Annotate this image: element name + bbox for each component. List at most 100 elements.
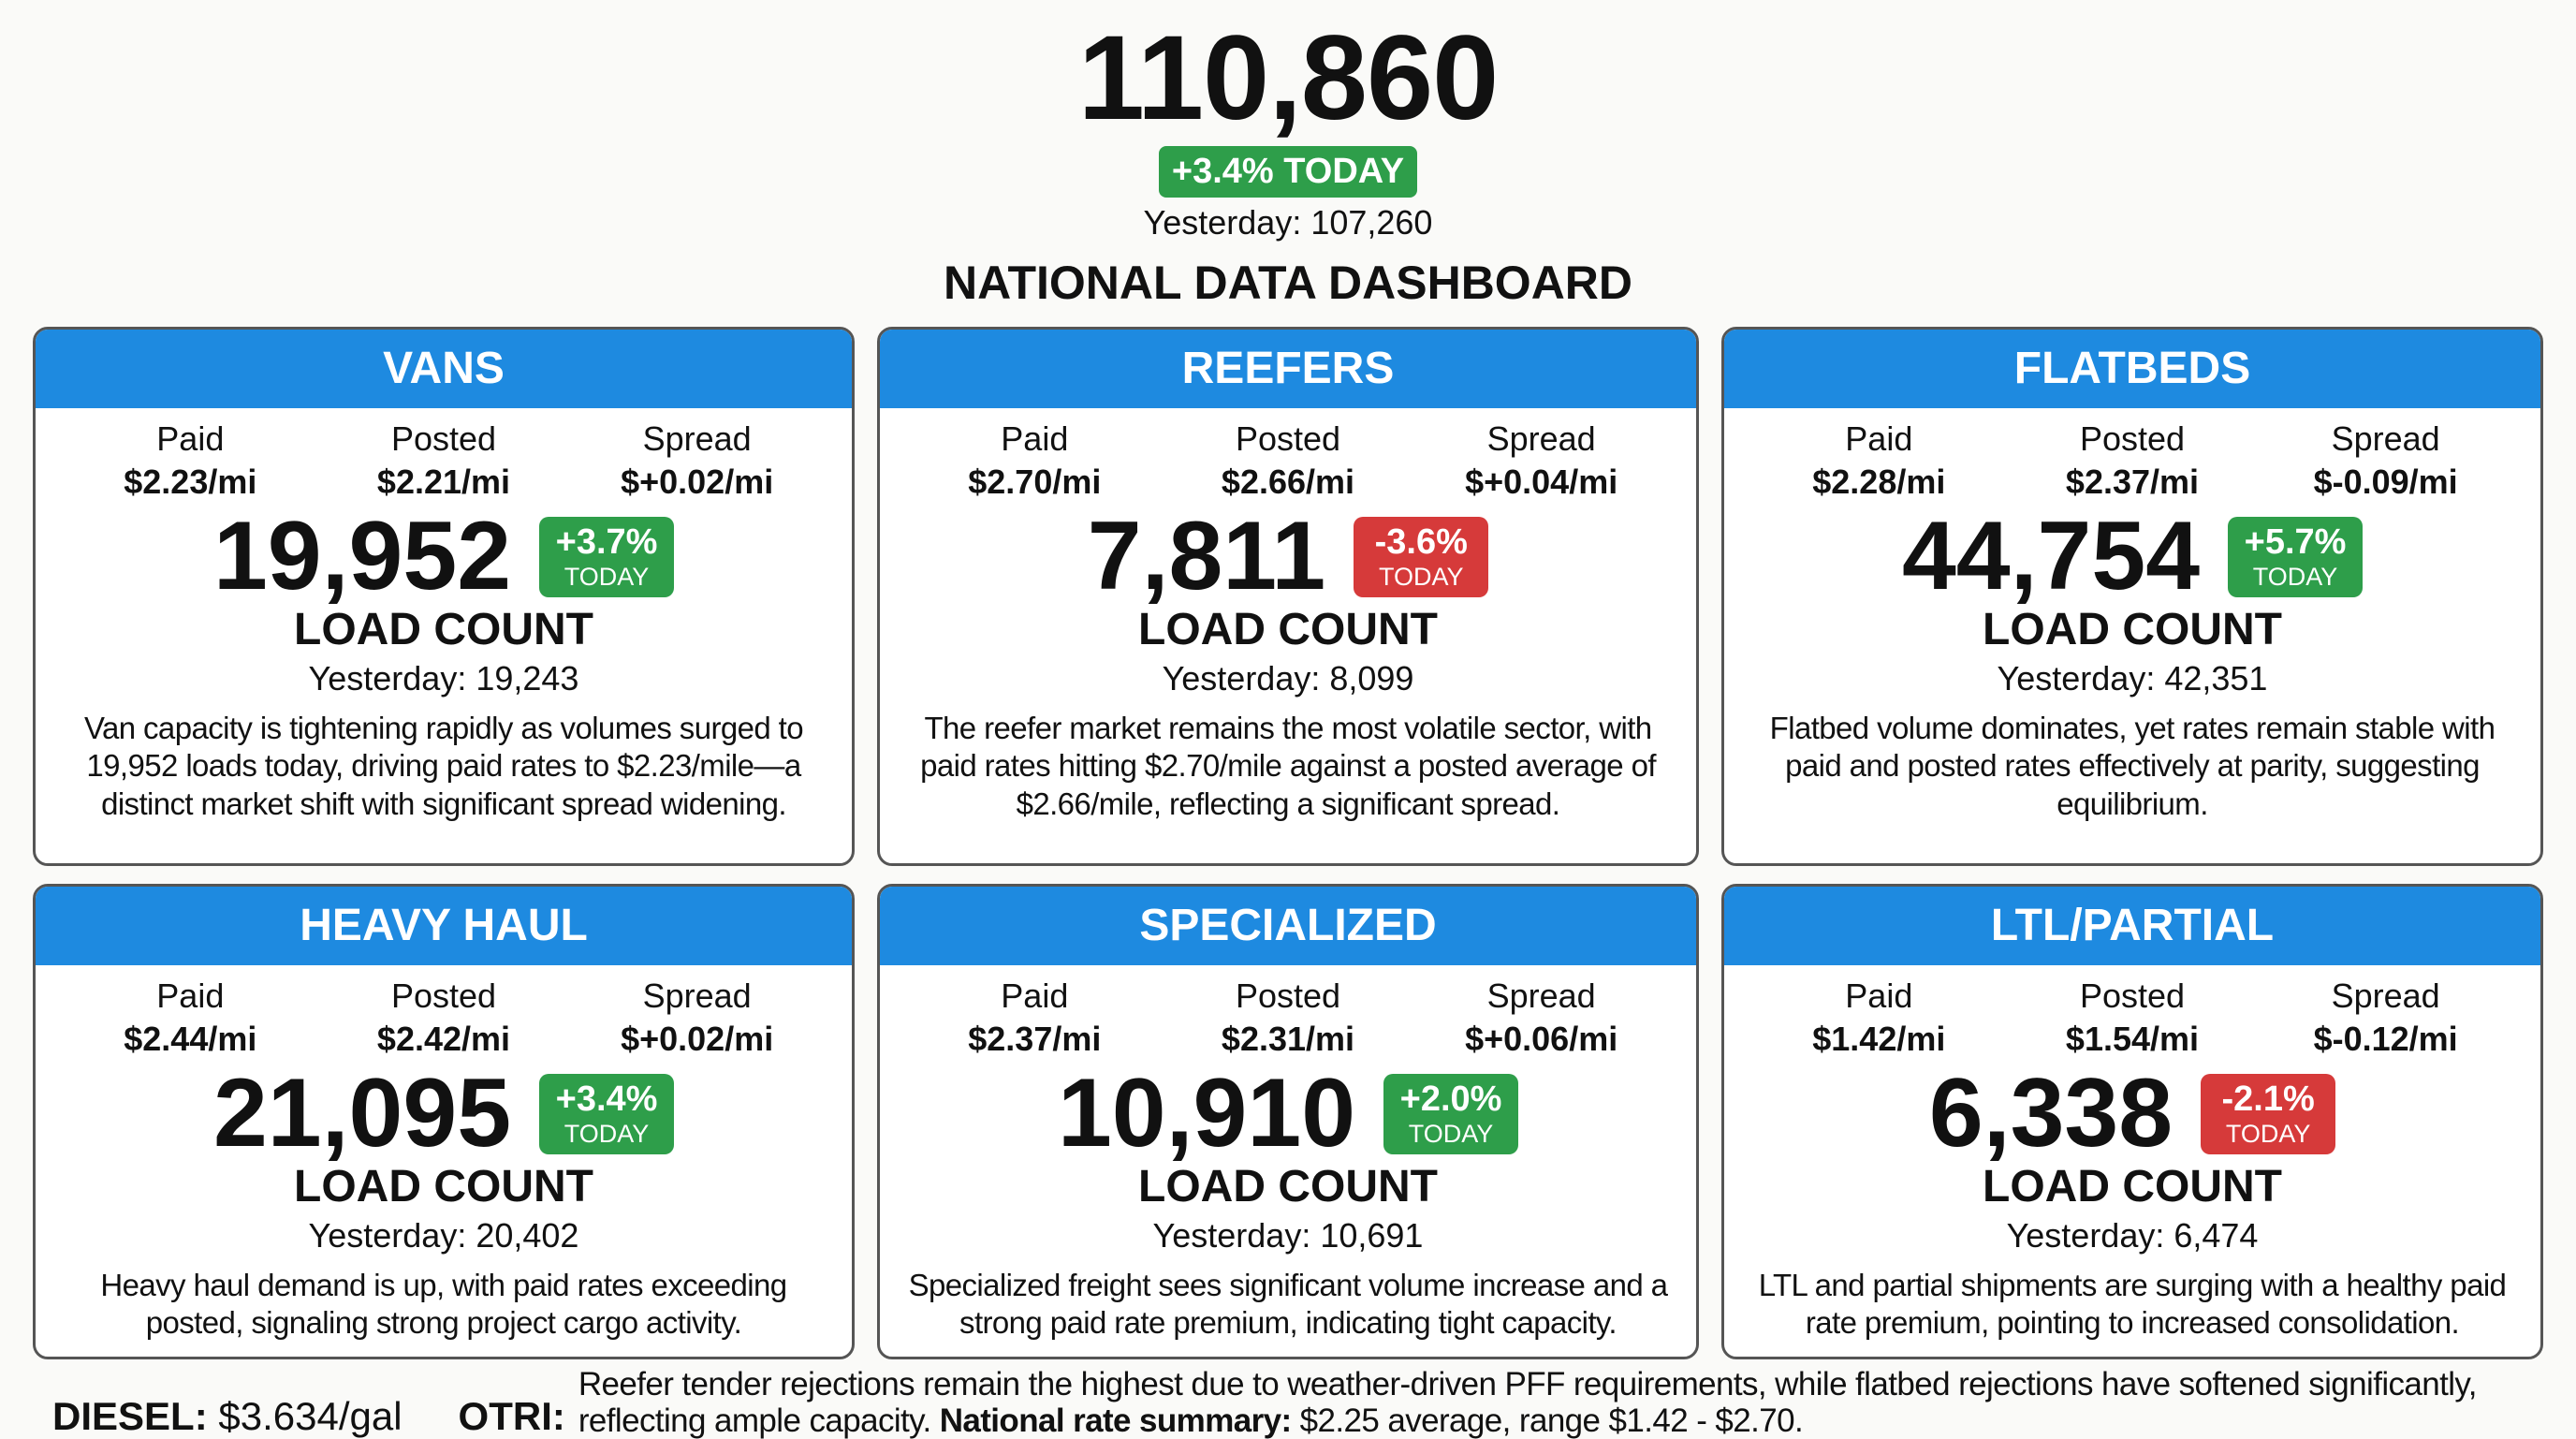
card-title: LTL/PARTIAL bbox=[1724, 887, 2540, 965]
note: Specialized freight sees significant vol… bbox=[908, 1268, 1668, 1341]
rate-label: Posted bbox=[1235, 976, 1341, 1015]
note: The reefer market remains the most volat… bbox=[920, 711, 1656, 821]
rate-label: Paid bbox=[156, 976, 225, 1015]
load-count: 19,952 bbox=[212, 502, 512, 610]
yesterday: Yesterday: 20,402 bbox=[308, 1216, 579, 1255]
yesterday: Yesterday: 10,691 bbox=[1152, 1216, 1424, 1255]
rate-value: $2.70/mi bbox=[968, 463, 1102, 501]
change-value: +2.0% bbox=[1399, 1079, 1502, 1119]
rate-posted: Posted $2.42/mi bbox=[329, 976, 558, 1059]
rate-value: $-0.12/mi bbox=[2313, 1020, 2458, 1058]
rate-spread: Spread $+0.06/mi bbox=[1427, 976, 1656, 1059]
count-row: 21,095 +3.4% TODAY bbox=[36, 1059, 852, 1167]
rate-posted: Posted $1.54/mi bbox=[2018, 976, 2247, 1059]
change-value: +3.7% bbox=[555, 521, 658, 562]
change-sub: TODAY bbox=[1378, 562, 1464, 591]
rate-label: Spread bbox=[1486, 976, 1596, 1015]
load-count: 7,811 bbox=[1087, 502, 1326, 610]
diesel: DIESEL: $3.634/gal bbox=[52, 1394, 402, 1439]
change-badge: +2.0% TODAY bbox=[1383, 1073, 1519, 1154]
change-value: +5.7% bbox=[2244, 521, 2347, 562]
load-count: 44,754 bbox=[1901, 502, 2201, 610]
card: SPECIALIZED Paid $2.37/mi Posted $2.31/mi Spr… bbox=[877, 884, 1699, 1359]
change-value: -3.6% bbox=[1374, 521, 1468, 562]
load-count: 21,095 bbox=[212, 1059, 512, 1167]
rate-posted: Posted $2.21/mi bbox=[329, 419, 558, 502]
count-row: 7,811 -3.6% TODAY bbox=[880, 502, 1696, 610]
rate-posted: Posted $2.37/mi bbox=[2018, 419, 2247, 502]
count-label: LOAD COUNT bbox=[294, 605, 593, 655]
change-badge: +3.7% TODAY bbox=[539, 516, 675, 597]
change-badge: +5.7% TODAY bbox=[2228, 516, 2364, 597]
otri-label: OTRI: bbox=[458, 1394, 565, 1438]
rate-posted: Posted $2.66/mi bbox=[1174, 419, 1402, 502]
rate-spread: Spread $+0.04/mi bbox=[1427, 419, 1656, 502]
rate-paid: Paid $2.70/mi bbox=[921, 419, 1149, 502]
rate-value: $2.28/mi bbox=[1812, 463, 1946, 501]
count-row: 10,910 +2.0% TODAY bbox=[880, 1059, 1696, 1167]
load-count: 6,338 bbox=[1928, 1059, 2174, 1167]
rate-value: $+0.02/mi bbox=[621, 1020, 774, 1058]
rate-paid: Paid $2.28/mi bbox=[1765, 419, 1994, 502]
rate-value: $2.44/mi bbox=[124, 1020, 257, 1058]
load-count: 10,910 bbox=[1057, 1059, 1356, 1167]
card-title: SPECIALIZED bbox=[880, 887, 1696, 965]
rate-label: Paid bbox=[156, 419, 225, 458]
rate-label: Spread bbox=[642, 419, 752, 458]
rate-label: Paid bbox=[1001, 976, 1069, 1015]
yesterday: Yesterday: 42,351 bbox=[1997, 659, 2268, 698]
rate-paid: Paid $1.42/mi bbox=[1765, 976, 1994, 1059]
card-title: REEFERS bbox=[880, 330, 1696, 408]
card: FLATBEDS Paid $2.28/mi Posted $2.37/mi Spread… bbox=[1721, 327, 2543, 866]
change-value: -2.1% bbox=[2221, 1079, 2315, 1119]
count-label: LOAD COUNT bbox=[1983, 605, 2282, 655]
count-label: LOAD COUNT bbox=[1983, 1162, 2282, 1212]
rate-value: $2.66/mi bbox=[1221, 463, 1355, 501]
summary-label: National rate summary: bbox=[939, 1402, 1292, 1439]
otri-body: Reefer tender rejections remain the high… bbox=[578, 1366, 2478, 1439]
change-sub: TODAY bbox=[2252, 562, 2338, 591]
change-sub: TODAY bbox=[2225, 1119, 2311, 1148]
note: Heavy haul demand is up, with paid rates… bbox=[100, 1268, 787, 1341]
rate-label: Spread bbox=[2331, 976, 2440, 1015]
change-badge: -2.1% TODAY bbox=[2201, 1073, 2336, 1154]
rate-label: Posted bbox=[2079, 976, 2186, 1015]
rate-value: $2.37/mi bbox=[968, 1020, 1102, 1058]
diesel-label: DIESEL: bbox=[52, 1394, 208, 1438]
rate-value: $1.54/mi bbox=[2065, 1020, 2200, 1058]
rates: Paid $2.44/mi Posted $2.42/mi Spread $+0.02/m… bbox=[36, 965, 852, 1059]
footer: DIESEL: $3.634/gal OTRI: Reefer tender r… bbox=[52, 1366, 2533, 1439]
rate-value: $1.42/mi bbox=[1812, 1020, 1946, 1058]
rate-spread: Spread $+0.02/mi bbox=[583, 976, 812, 1059]
dashboard-title: NATIONAL DATA DASHBOARD bbox=[943, 257, 1633, 309]
yesterday: Yesterday: 107,260 bbox=[1143, 203, 1433, 242]
yesterday: Yesterday: 19,243 bbox=[308, 659, 579, 698]
rates: Paid $1.42/mi Posted $1.54/mi Spread $-0.12/m… bbox=[1724, 965, 2540, 1059]
rate-value: $+0.04/mi bbox=[1465, 463, 1618, 501]
count-row: 6,338 -2.1% TODAY bbox=[1724, 1059, 2540, 1167]
rate-value: $2.37/mi bbox=[2065, 463, 2200, 501]
count-label: LOAD COUNT bbox=[294, 1162, 593, 1212]
card-title: VANS bbox=[36, 330, 852, 408]
rate-spread: Spread $-0.12/mi bbox=[2272, 976, 2500, 1059]
change-sub: TODAY bbox=[564, 1119, 650, 1148]
rate-value: $2.21/mi bbox=[376, 463, 511, 501]
count-label: LOAD COUNT bbox=[1138, 1162, 1438, 1212]
rate-value: $+0.02/mi bbox=[621, 463, 774, 501]
change-badge: +3.4% TODAY bbox=[539, 1073, 675, 1154]
rate-spread: Spread $+0.02/mi bbox=[583, 419, 812, 502]
card: HEAVY HAUL Paid $2.44/mi Posted $2.42/mi Spre… bbox=[33, 884, 855, 1359]
rate-posted: Posted $2.31/mi bbox=[1174, 976, 1402, 1059]
rate-label: Spread bbox=[2331, 419, 2440, 458]
change-sub: TODAY bbox=[1408, 1119, 1494, 1148]
header: 110,860 +3.4% TODAY Yesterday: 107,260 N… bbox=[0, 0, 2576, 310]
count-row: 19,952 +3.7% TODAY bbox=[36, 502, 852, 610]
rates: Paid $2.23/mi Posted $2.21/mi Spread $+0.02/m… bbox=[36, 408, 852, 502]
card-title: HEAVY HAUL bbox=[36, 887, 852, 965]
rate-label: Posted bbox=[390, 976, 497, 1015]
rate-value: $+0.06/mi bbox=[1465, 1020, 1618, 1058]
rate-label: Posted bbox=[2079, 419, 2186, 458]
total-count: 110,860 bbox=[1077, 11, 1500, 145]
